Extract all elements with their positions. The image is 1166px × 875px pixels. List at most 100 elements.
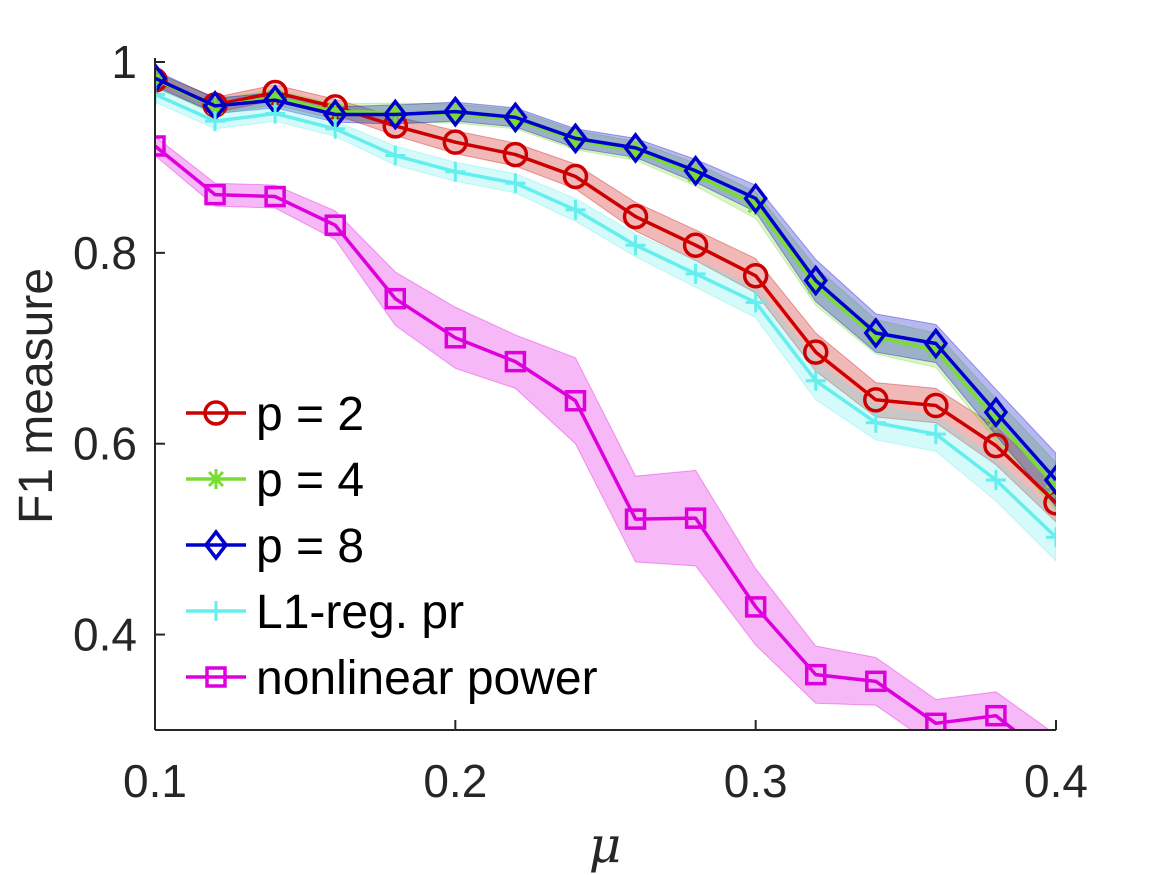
y-tick-label: 0.8 [73, 227, 137, 279]
point-nonlinear-power [264, 185, 286, 208]
point-l1-reg-pr [685, 263, 706, 284]
legend-label: nonlinear power [256, 652, 598, 705]
series-lines [155, 62, 1056, 730]
band-nonlinear-power [155, 135, 1051, 730]
point-p-4 [625, 140, 646, 161]
tick-labels: 0.1 0.2 0.3 0.4 0.4 0.6 0.8 1 [73, 36, 1088, 807]
point-p-8 [443, 95, 468, 128]
point-p-4 [565, 130, 586, 151]
legend-label: p = 2 [256, 388, 364, 441]
series-nonlinear-power [155, 135, 1017, 730]
series-l1-reg-pr [155, 84, 1056, 548]
y-tick-label: 0.4 [73, 609, 137, 661]
point-p-8 [623, 132, 648, 164]
point-nonlinear-power [744, 596, 767, 618]
point-l1-reg-pr [265, 103, 286, 124]
point-p-8 [383, 98, 408, 131]
line-p-8 [155, 76, 1056, 482]
point-p-2 [622, 203, 649, 230]
point-p-2 [155, 67, 168, 93]
line-nonlinear-power [155, 144, 1017, 730]
x-axis-label: μ [589, 816, 622, 874]
legend-item-p-8: p = 8 [186, 520, 364, 573]
y-tick-label: 0.6 [73, 418, 137, 470]
point-nonlinear-power [985, 704, 1007, 727]
point-p-8 [563, 122, 588, 155]
point-l1-reg-pr [565, 199, 586, 220]
legend-item-p-4: p = 4 [186, 454, 364, 507]
point-p-4 [445, 103, 466, 124]
point-p-4 [505, 109, 526, 130]
point-l1-reg-pr [505, 173, 526, 194]
legend-label: L1-reg. pr [256, 586, 464, 639]
legend: p = 2 p = 4 p = 8 L1-reg. pr nonlinear power [186, 388, 598, 705]
band-p-2 [155, 71, 1056, 523]
point-nonlinear-power [925, 712, 947, 730]
point-p-4 [685, 164, 706, 185]
point-nonlinear-power [504, 350, 527, 373]
point-nonlinear-power [804, 663, 827, 686]
point-l1-reg-pr [865, 412, 886, 433]
point-nonlinear-power [204, 183, 226, 206]
x-tick-label: 0.1 [123, 755, 187, 807]
point-p-4 [745, 195, 766, 216]
legend-marker [206, 601, 226, 621]
point-p-4 [985, 409, 1006, 430]
point-p-2 [802, 339, 829, 365]
point-p-2 [682, 232, 709, 258]
point-p-2 [742, 263, 769, 289]
point-nonlinear-power [324, 214, 346, 236]
point-p-4 [805, 276, 826, 297]
point-nonlinear-power [155, 135, 166, 157]
y-tick-label: 1 [111, 36, 137, 88]
point-nonlinear-power [865, 670, 887, 693]
point-p-4 [925, 340, 946, 361]
point-nonlinear-power [444, 327, 467, 349]
point-l1-reg-pr [925, 424, 946, 445]
point-nonlinear-power [384, 287, 407, 310]
point-l1-reg-pr [155, 84, 165, 105]
point-nonlinear-power [624, 508, 647, 530]
confidence-bands [155, 70, 1056, 730]
point-l1-reg-pr [745, 292, 766, 313]
point-p-8 [503, 101, 528, 134]
point-p-8 [1043, 464, 1056, 496]
point-p-8 [983, 396, 1009, 429]
point-l1-reg-pr [445, 161, 466, 182]
line-p-4 [155, 77, 1056, 488]
point-p-8 [863, 317, 889, 349]
legend-marker [203, 400, 229, 426]
point-l1-reg-pr [985, 469, 1006, 490]
point-p-2 [502, 141, 529, 168]
point-l1-reg-pr [1046, 527, 1056, 548]
point-p-8 [743, 182, 768, 215]
legend-marker [205, 666, 227, 688]
point-p-2 [442, 129, 469, 155]
axes [154, 58, 1057, 731]
point-l1-reg-pr [325, 118, 346, 139]
legend-item-l1-reg-pr: L1-reg. pr [186, 586, 464, 639]
point-p-8 [803, 264, 828, 297]
legend-label: p = 8 [256, 520, 364, 573]
band-p-4 [155, 70, 1056, 512]
point-p-8 [683, 154, 708, 187]
x-tick-label: 0.3 [724, 755, 788, 807]
legend-marker [206, 469, 226, 489]
point-nonlinear-power [564, 390, 587, 412]
line-l1-reg-pr [155, 92, 1056, 539]
x-tick-label: 0.4 [1024, 755, 1088, 807]
point-l1-reg-pr [385, 145, 406, 166]
point-p-8 [923, 327, 949, 360]
series-p-4 [155, 69, 1056, 497]
point-p-2 [983, 432, 1009, 459]
point-l1-reg-pr [625, 235, 646, 256]
point-p-4 [865, 326, 886, 347]
point-p-4 [385, 102, 406, 123]
point-nonlinear-power [684, 507, 707, 529]
point-p-8 [155, 62, 168, 95]
point-p-4 [265, 87, 286, 108]
legend-item-nonlinear-power: nonlinear power [186, 652, 598, 705]
x-tick-label: 0.2 [423, 755, 487, 807]
series-p-2 [155, 67, 1056, 516]
